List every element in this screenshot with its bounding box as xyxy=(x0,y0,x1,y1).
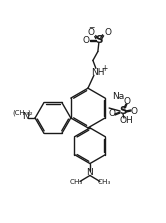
Text: CH₃: CH₃ xyxy=(69,179,83,185)
Text: O: O xyxy=(83,36,89,45)
Text: )₂: )₂ xyxy=(27,110,33,116)
Text: O: O xyxy=(109,109,116,118)
Text: O: O xyxy=(104,28,111,37)
Text: Na: Na xyxy=(112,92,124,101)
Text: +: + xyxy=(101,64,108,73)
Text: CH₃: CH₃ xyxy=(97,179,111,185)
Text: O: O xyxy=(124,97,130,105)
Text: O: O xyxy=(87,28,94,37)
Text: O: O xyxy=(130,107,137,116)
Text: OH: OH xyxy=(119,116,133,125)
Text: ₃: ₃ xyxy=(26,111,28,116)
Text: S: S xyxy=(119,106,127,116)
Text: N: N xyxy=(86,168,93,177)
Text: NH: NH xyxy=(91,68,105,77)
Text: −: − xyxy=(89,23,95,32)
Text: (CH: (CH xyxy=(13,110,26,116)
Text: S: S xyxy=(95,35,103,45)
Text: N: N xyxy=(22,112,29,121)
